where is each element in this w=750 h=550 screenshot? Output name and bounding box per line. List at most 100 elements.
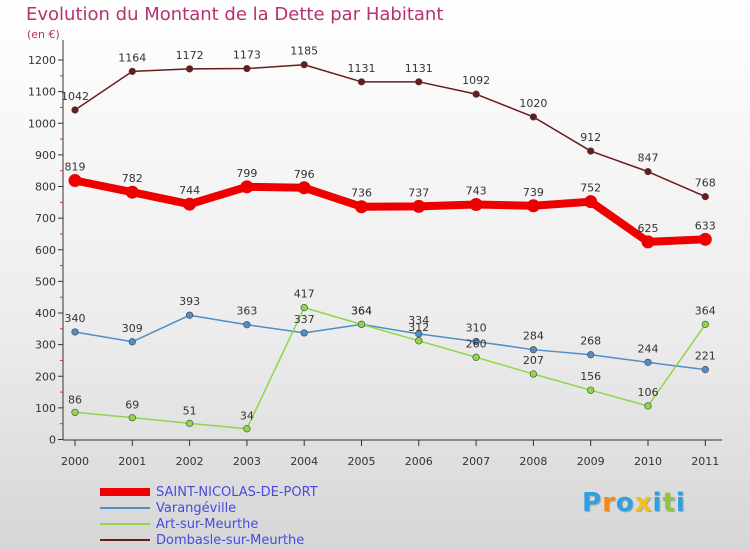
data-label: 1092 xyxy=(462,74,490,87)
logo-letter: o xyxy=(615,488,635,518)
data-point xyxy=(644,168,652,176)
data-point xyxy=(128,67,136,75)
logo-letter: t xyxy=(662,488,676,518)
data-point xyxy=(300,61,308,69)
data-label: 1131 xyxy=(348,62,376,75)
logo-letter: P xyxy=(582,488,603,518)
data-point xyxy=(415,330,423,338)
data-label: 768 xyxy=(695,177,716,190)
y-tick-label: 1000 xyxy=(28,117,56,130)
y-tick-label: 100 xyxy=(35,402,56,415)
data-label: 739 xyxy=(523,186,544,199)
data-label: 106 xyxy=(638,386,659,399)
data-label: 752 xyxy=(580,182,601,195)
chart-title: Evolution du Montant de la Dette par Hab… xyxy=(26,4,444,25)
data-label: 736 xyxy=(351,187,372,200)
data-point xyxy=(641,235,655,249)
data-label: 782 xyxy=(122,172,143,185)
data-label: 417 xyxy=(294,288,315,301)
data-label: 1131 xyxy=(405,62,433,75)
data-point xyxy=(71,408,79,416)
data-point xyxy=(186,419,194,427)
data-point xyxy=(529,370,538,378)
data-point xyxy=(644,402,652,410)
data-label: 796 xyxy=(294,168,315,181)
data-label: 912 xyxy=(580,131,601,144)
x-tick-label: 2009 xyxy=(577,455,605,468)
data-point xyxy=(357,320,366,328)
legend-swatch xyxy=(100,507,150,509)
data-point xyxy=(243,425,251,433)
chart-subtitle: (en €) xyxy=(27,28,60,41)
data-label: 337 xyxy=(294,313,315,326)
data-label: 1173 xyxy=(233,49,261,62)
data-label: 363 xyxy=(236,305,257,318)
data-label: 69 xyxy=(125,399,139,412)
data-point xyxy=(71,328,79,336)
x-tick-label: 2001 xyxy=(118,455,146,468)
y-tick-label: 300 xyxy=(35,339,56,352)
legend-label: Varangéville xyxy=(156,500,237,516)
data-label: 743 xyxy=(466,185,487,198)
data-point xyxy=(297,181,311,195)
data-point xyxy=(183,197,197,211)
data-point xyxy=(701,320,709,328)
data-point xyxy=(243,321,251,329)
legend-swatch xyxy=(100,488,150,496)
data-label: 268 xyxy=(580,335,601,348)
data-point xyxy=(529,113,538,121)
data-label: 633 xyxy=(695,219,716,232)
data-point xyxy=(587,351,595,359)
data-label: 51 xyxy=(183,404,197,417)
legend-item: Varangéville xyxy=(100,500,318,516)
data-label: 364 xyxy=(351,304,372,317)
data-label: 1042 xyxy=(61,90,89,103)
data-label: 221 xyxy=(695,350,716,363)
x-tick-label: 2002 xyxy=(176,455,204,468)
data-point xyxy=(68,173,82,187)
series-line-0 xyxy=(71,176,710,246)
series-line-1 xyxy=(74,314,707,371)
data-point xyxy=(472,90,480,98)
legend-item: Dombasle-sur-Meurthe xyxy=(100,532,318,548)
data-label: 284 xyxy=(523,330,544,343)
data-point xyxy=(698,232,712,246)
legend-swatch xyxy=(100,523,150,525)
data-point xyxy=(300,329,308,337)
proxiti-logo: Proxiti xyxy=(582,488,686,518)
data-point xyxy=(186,65,194,73)
data-point xyxy=(644,358,652,366)
data-label: 1020 xyxy=(519,97,547,110)
data-point xyxy=(240,180,254,194)
y-tick-label: 200 xyxy=(35,370,56,383)
data-label: 625 xyxy=(638,222,659,235)
legend-item: Art-sur-Meurthe xyxy=(100,516,318,532)
data-label: 310 xyxy=(466,321,487,334)
data-label: 737 xyxy=(408,186,429,199)
data-point xyxy=(243,64,251,73)
logo-letter: i xyxy=(675,488,686,518)
data-point xyxy=(300,304,308,312)
x-tick-label: 2000 xyxy=(61,455,89,468)
data-label: 364 xyxy=(351,304,372,317)
series-line-3 xyxy=(74,63,707,198)
data-point xyxy=(701,366,709,374)
x-tick-label: 2010 xyxy=(634,455,662,468)
data-point xyxy=(701,193,709,201)
data-point xyxy=(415,78,423,86)
data-point xyxy=(529,346,538,354)
x-tick-label: 2008 xyxy=(519,455,547,468)
y-tick-label: 600 xyxy=(35,244,56,257)
data-point xyxy=(587,147,595,155)
y-tick-label: 900 xyxy=(35,149,56,162)
data-point xyxy=(415,337,423,345)
x-tick-label: 2004 xyxy=(290,455,318,468)
x-tick-label: 2005 xyxy=(348,455,376,468)
x-tick-label: 2007 xyxy=(462,455,490,468)
data-label: 156 xyxy=(580,370,601,383)
data-point xyxy=(128,338,136,346)
data-label: 847 xyxy=(638,152,659,165)
data-label: 364 xyxy=(695,304,716,317)
data-point xyxy=(469,198,483,212)
